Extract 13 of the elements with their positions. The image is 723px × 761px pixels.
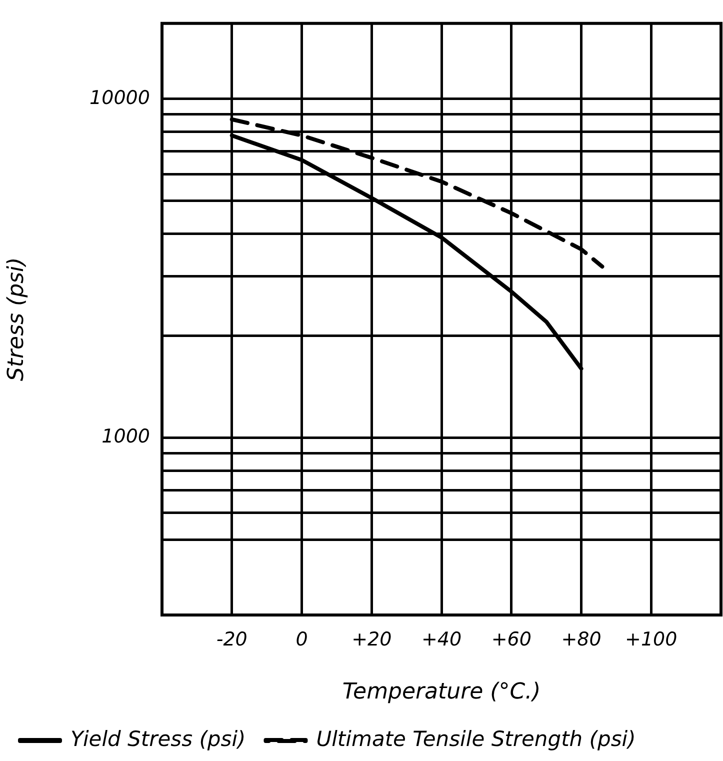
x-tick-label: +80 <box>561 628 602 650</box>
x-tick-label: +60 <box>491 628 532 650</box>
x-tick-label: -20 <box>216 628 248 650</box>
x-tick-label: +40 <box>421 628 462 650</box>
x-tick-label: 0 <box>296 628 308 650</box>
legend-label: Yield Stress (psi) <box>70 726 246 751</box>
x-tick-label: +100 <box>625 628 678 650</box>
y-tick-label: 10000 <box>90 86 150 109</box>
legend-label: Ultimate Tensile Strength (psi) <box>316 726 636 751</box>
x-axis-title: Temperature (°C.) <box>342 680 541 705</box>
x-tick-label: +20 <box>352 628 392 650</box>
y-tick-label: 1000 <box>102 426 150 448</box>
y-axis-title: Stress (psi) <box>4 257 29 382</box>
